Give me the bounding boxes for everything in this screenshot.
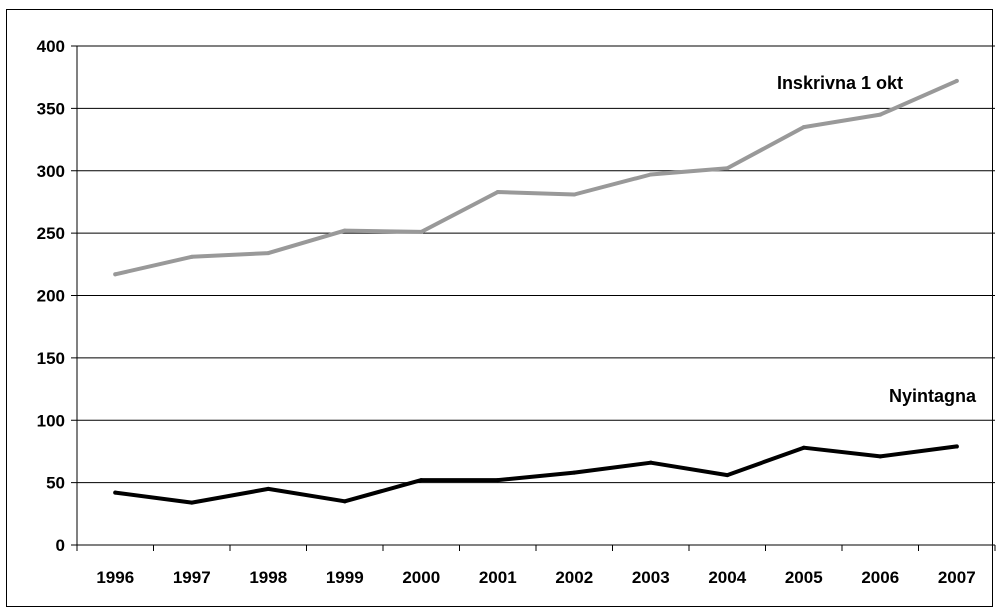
data-point-inskrivna-2004 xyxy=(725,166,730,171)
data-point-inskrivna-2001 xyxy=(495,189,500,194)
series-line-inskrivna xyxy=(113,78,959,277)
data-point-nyintagna-2006 xyxy=(878,454,883,459)
x-tick-label-2000: 2000 xyxy=(402,568,440,587)
data-point-nyintagna-2000 xyxy=(419,478,424,483)
data-point-inskrivna-1996 xyxy=(113,272,118,277)
data-point-inskrivna-2002 xyxy=(572,192,577,197)
data-point-nyintagna-1996 xyxy=(113,490,118,495)
x-tick-label-1996: 1996 xyxy=(96,568,134,587)
y-tick-label-0: 0 xyxy=(56,536,65,555)
x-tick-label-1997: 1997 xyxy=(173,568,211,587)
data-point-nyintagna-1999 xyxy=(342,499,347,504)
x-tick-label-2005: 2005 xyxy=(785,568,823,587)
y-tick-label-150: 150 xyxy=(37,349,65,368)
x-tick-label-2001: 2001 xyxy=(479,568,517,587)
x-tick-label-1999: 1999 xyxy=(326,568,364,587)
data-point-nyintagna-2005 xyxy=(801,445,806,450)
y-tick-label-250: 250 xyxy=(37,224,65,243)
x-tick-labels: 1996 1997 1998 1999 2000 2001 2002 2003 2004 2005… xyxy=(76,545,996,587)
x-tick-label-2003: 2003 xyxy=(632,568,670,587)
y-tick-label-50: 50 xyxy=(46,474,65,493)
data-point-nyintagna-2002 xyxy=(572,470,577,475)
x-tick-label-2007: 2007 xyxy=(938,568,976,587)
data-point-inskrivna-2006 xyxy=(878,112,883,117)
x-tick-label-2006: 2006 xyxy=(861,568,899,587)
x-tick-label-2002: 2002 xyxy=(555,568,593,587)
x-tick-label-2004: 2004 xyxy=(708,568,746,587)
data-point-nyintagna-2004 xyxy=(725,473,730,478)
data-point-nyintagna-1998 xyxy=(266,486,271,491)
series-labels: Inskrivna 1 okt Nyintagna xyxy=(777,73,977,406)
data-point-nyintagna-2003 xyxy=(648,460,653,465)
y-tick-label-200: 200 xyxy=(37,287,65,306)
y-tick-label-100: 100 xyxy=(37,411,65,430)
x-tick-label-1998: 1998 xyxy=(249,568,287,587)
data-point-inskrivna-1999 xyxy=(342,228,347,233)
data-point-nyintagna-1997 xyxy=(189,500,194,505)
y-tick-label-300: 300 xyxy=(37,162,65,181)
data-point-inskrivna-1998 xyxy=(266,251,271,256)
y-tick-label-350: 350 xyxy=(37,99,65,118)
data-point-nyintagna-2007 xyxy=(954,444,959,449)
series-label-nyintagna: Nyintagna xyxy=(889,386,977,406)
data-point-inskrivna-1997 xyxy=(189,254,194,259)
y-tick-label-400: 400 xyxy=(37,37,65,56)
series-lines xyxy=(113,78,959,505)
data-point-nyintagna-2001 xyxy=(495,478,500,483)
data-point-inskrivna-2003 xyxy=(648,172,653,177)
series-line-nyintagna xyxy=(113,444,959,505)
series-label-inskrivna: Inskrivna 1 okt xyxy=(777,73,903,93)
gridlines xyxy=(77,45,995,484)
data-point-inskrivna-2005 xyxy=(801,125,806,130)
y-tick-labels: 0 50 100 150 200 250 300 350 400 xyxy=(37,37,77,555)
data-point-inskrivna-2000 xyxy=(419,229,424,234)
data-point-inskrivna-2007 xyxy=(954,78,959,83)
